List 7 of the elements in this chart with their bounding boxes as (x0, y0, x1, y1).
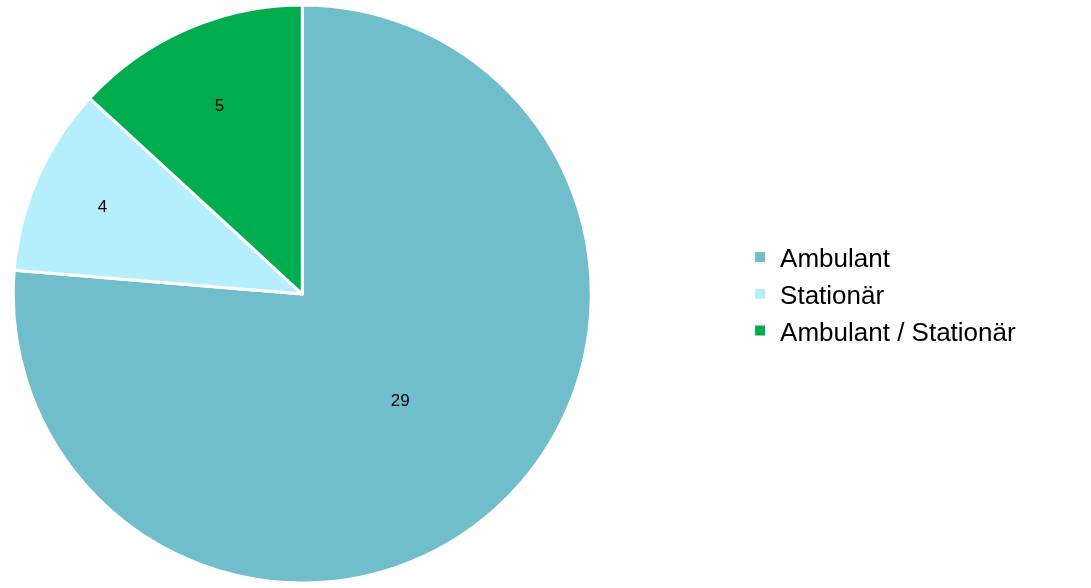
legend-label: Ambulant / Stationär (780, 316, 1016, 347)
data-label: 5 (214, 95, 225, 115)
legend-label: Ambulant (780, 243, 891, 274)
pie-slice (12, 3, 593, 585)
legend-label: Stationär (780, 279, 885, 310)
data-label: 29 (390, 390, 410, 410)
data-label: 4 (97, 196, 108, 216)
